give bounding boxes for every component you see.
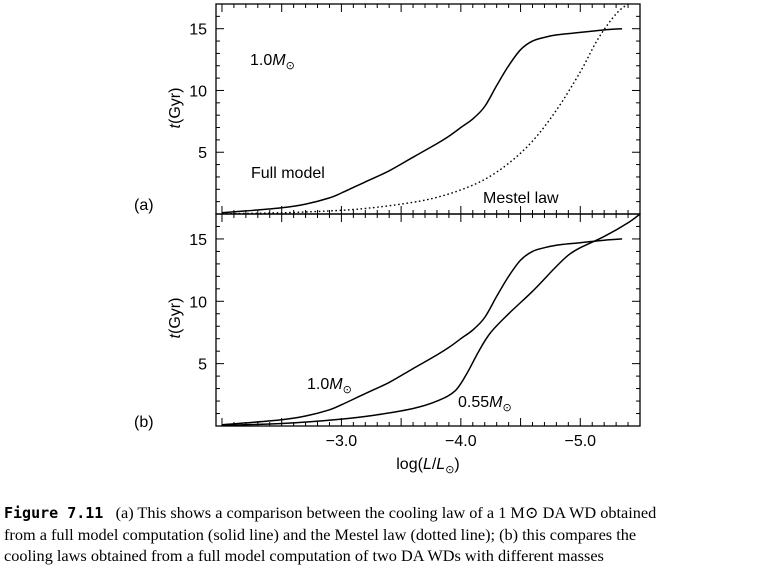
figure-7-11: 5 10 15 5 10 15 −3.0 −4.0 −5.0 t(Gyr) t(Gyr) (a… — [134, 3, 641, 476]
ytick-label: 15 — [189, 232, 207, 249]
series-line — [221, 27, 623, 214]
ytick-label: 10 — [189, 83, 207, 100]
x-axis-label: log(L/L⊙) — [396, 456, 460, 476]
series-line — [221, 214, 640, 426]
xtick-label: −5.0 — [564, 433, 596, 450]
caption-line-1: Figure 7.11 (a) This shows a comparison … — [4, 502, 772, 524]
panel-a-mass-annotation: 1.0M⊙ — [250, 52, 295, 72]
panel-b-label: (b) — [134, 414, 154, 431]
caption-line-3: cooling laws obtained from a full model … — [4, 546, 604, 565]
panel-b-frame — [215, 213, 641, 427]
panel-b-mass-annotation-1: 1.0M⊙ — [307, 376, 352, 396]
ytick-label: 10 — [189, 294, 207, 311]
ytick-label: 15 — [189, 22, 207, 39]
panel-a-ticks — [216, 4, 641, 214]
series-line — [221, 4, 629, 214]
panel-a-ylabel: t(Gyr) — [167, 88, 184, 129]
ytick-label: 5 — [198, 357, 207, 374]
panel-b-ylabel: t(Gyr) — [167, 298, 184, 339]
panel-a-mestel-label: Mestel law — [483, 190, 559, 207]
panel-b-tick-labels: 5 10 15 −3.0 −4.0 −5.0 — [189, 232, 596, 450]
ytick-label: 5 — [198, 145, 207, 162]
panel-a-full-model-label: Full model — [251, 165, 325, 182]
panel-a-label: (a) — [134, 197, 154, 214]
panel-b-ticks — [216, 214, 641, 426]
panel-a-frame — [215, 3, 641, 215]
figure-caption: Figure 7.11 (a) This shows a comparison … — [4, 502, 772, 566]
series-line — [221, 238, 623, 426]
caption-figure-label: Figure 7.11 — [4, 504, 104, 522]
panel-b-mass-annotation-055: 0.55M⊙ — [458, 394, 512, 414]
caption-line-2: from a full model computation (solid lin… — [4, 525, 637, 544]
panel-a-curves — [221, 4, 629, 214]
panel-b-curves — [221, 214, 640, 426]
xtick-label: −3.0 — [326, 433, 358, 450]
caption-text-1: (a) This shows a comparison between the … — [115, 503, 657, 522]
xtick-label: −4.0 — [445, 433, 477, 450]
panel-a-tick-labels: 5 10 15 — [189, 22, 207, 163]
